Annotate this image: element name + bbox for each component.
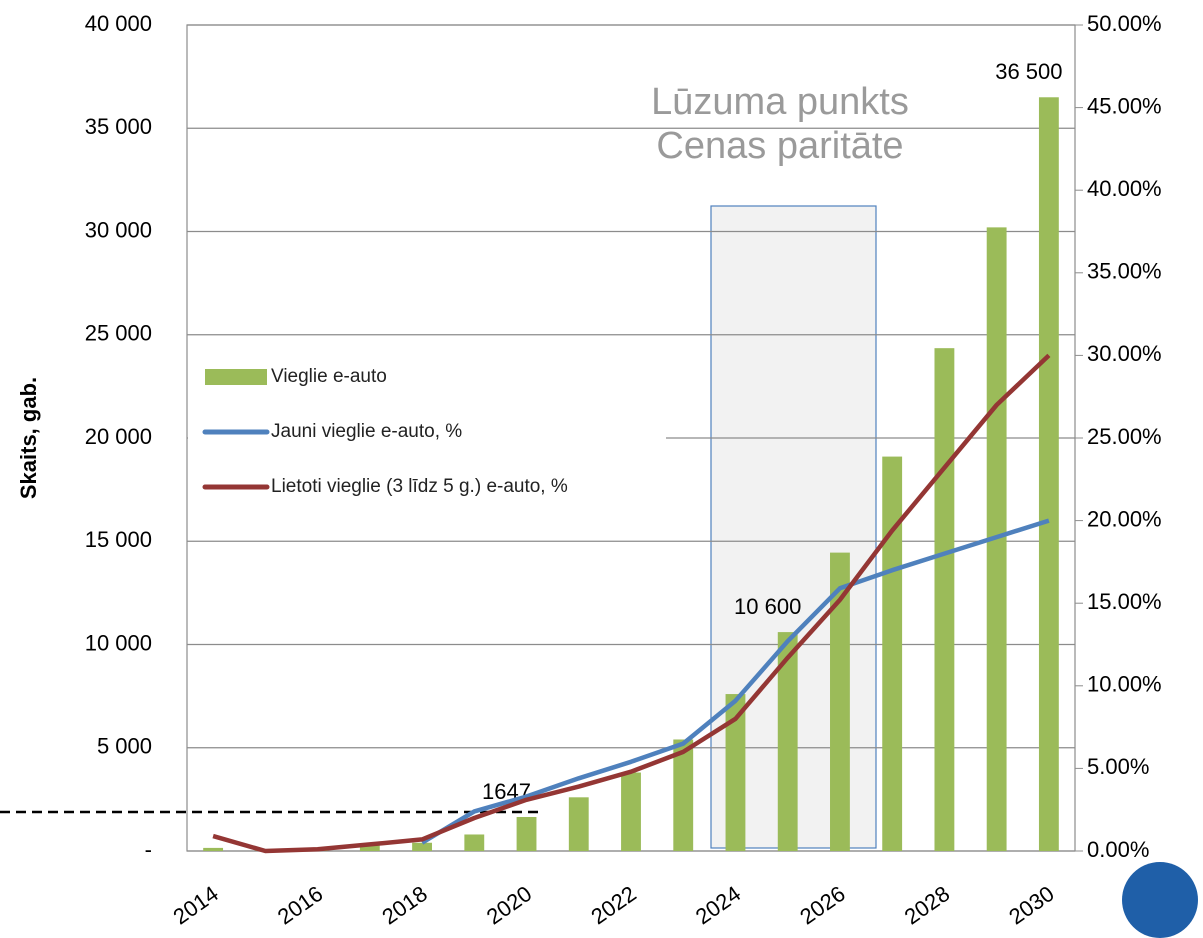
y2-tick-label: 0.00% bbox=[1087, 837, 1149, 862]
annotation: Lūzuma punkts bbox=[651, 81, 909, 123]
annotation: Cenas paritāte bbox=[656, 125, 903, 167]
bar bbox=[412, 843, 432, 851]
y-tick-label: 5 000 bbox=[97, 734, 152, 759]
y2-tick-label: 5.00% bbox=[1087, 754, 1149, 779]
x-tick-label: 2030 bbox=[1004, 881, 1058, 930]
bar bbox=[569, 797, 589, 851]
bar bbox=[203, 848, 223, 851]
x-tick-label: 2018 bbox=[377, 881, 431, 930]
y2-tick-label: 45.00% bbox=[1087, 93, 1162, 118]
chart: Lūzuma punkts Cenas paritāte Skaits, gab… bbox=[0, 0, 1203, 938]
data-label: 36 500 bbox=[995, 59, 1062, 84]
x-tick-label: 2026 bbox=[795, 881, 849, 930]
x-tick-label: 2016 bbox=[273, 881, 327, 930]
y2-tick-label: 20.00% bbox=[1087, 506, 1162, 531]
y2-tick-label: 25.00% bbox=[1087, 424, 1162, 449]
x-tick-label: 2020 bbox=[482, 881, 536, 930]
x-tick-label: 2014 bbox=[168, 881, 222, 930]
y2-tick-label: 10.00% bbox=[1087, 672, 1162, 697]
bar bbox=[621, 773, 641, 851]
y-tick-label: - bbox=[145, 837, 152, 862]
y-tick-label: 30 000 bbox=[85, 217, 152, 242]
logo bbox=[1122, 862, 1198, 938]
legend-label: Vieglie e-auto bbox=[271, 366, 387, 387]
y-tick-label: 15 000 bbox=[85, 527, 152, 552]
y-tick-label: 35 000 bbox=[85, 114, 152, 139]
x-tick-label: 2028 bbox=[900, 881, 954, 930]
y2-tick-label: 35.00% bbox=[1087, 259, 1162, 284]
y2-tick-label: 15.00% bbox=[1087, 589, 1162, 614]
x-tick-label: 2024 bbox=[691, 881, 745, 930]
bar bbox=[1039, 97, 1059, 851]
legend-label: Lietoti vieglie (3 līdz 5 g.) e-auto, % bbox=[271, 476, 568, 497]
legend: Vieglie e-auto Jauni vieglie e-auto, % Lie… bbox=[188, 352, 666, 512]
bar bbox=[882, 457, 902, 851]
y-axis-title: Skaits, gab. bbox=[16, 377, 41, 499]
legend-swatch bbox=[205, 369, 267, 385]
data-label: 10 600 bbox=[734, 594, 801, 619]
y-tick-label: 20 000 bbox=[85, 424, 152, 449]
y2-tick-label: 30.00% bbox=[1087, 341, 1162, 366]
x-tick-label: 2022 bbox=[586, 881, 640, 930]
y-tick-label: 25 000 bbox=[85, 321, 152, 346]
y-tick-label: 40 000 bbox=[85, 11, 152, 36]
legend-label: Jauni vieglie e-auto, % bbox=[271, 421, 462, 442]
bar bbox=[517, 817, 537, 851]
y2-tick-label: 50.00% bbox=[1087, 11, 1162, 36]
bar bbox=[934, 348, 954, 851]
y-tick-label: 10 000 bbox=[85, 630, 152, 655]
bar bbox=[464, 834, 484, 851]
y2-tick-label: 40.00% bbox=[1087, 176, 1162, 201]
